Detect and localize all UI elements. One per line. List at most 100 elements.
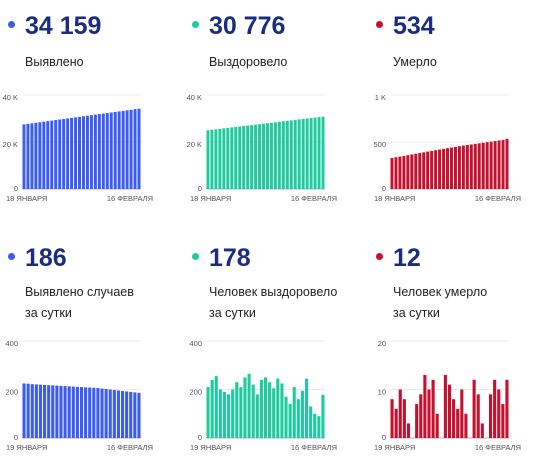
label-line: Человек выздоровело — [209, 285, 338, 299]
chart: 0 10 20 19 ЯНВАРЯ 16 ФЕВРАЛЯ — [374, 339, 521, 452]
bar — [133, 109, 137, 189]
bar — [67, 386, 71, 438]
y-tick-label: 40 K — [3, 93, 18, 102]
bar — [113, 111, 117, 189]
bar — [501, 139, 505, 189]
y-tick-label: 0 — [14, 184, 18, 193]
bar — [493, 141, 497, 189]
bar — [415, 404, 419, 438]
bar — [402, 155, 406, 189]
headline: 534 — [376, 12, 435, 41]
bar — [493, 379, 497, 438]
bar — [301, 118, 305, 189]
headline-value: 534 — [393, 12, 435, 40]
bar — [58, 119, 62, 189]
bar — [263, 377, 268, 438]
stat-label: Выздоровело — [209, 52, 287, 73]
x-tick-label: 16 ФЕВРАЛЯ — [475, 443, 521, 452]
bar — [288, 404, 292, 438]
bar — [276, 378, 280, 438]
bar — [117, 111, 121, 189]
x-tick-label: 19 ЯНВАРЯ — [374, 443, 415, 452]
y-tick-label: 1 K — [375, 93, 386, 102]
bar — [125, 110, 129, 189]
headline-value: 30 776 — [209, 12, 286, 40]
label-line: Выздоровело — [209, 55, 288, 69]
bar — [137, 392, 141, 438]
bar — [273, 122, 277, 189]
bar — [214, 129, 218, 189]
bar — [43, 384, 47, 438]
bar — [394, 408, 398, 438]
bar — [464, 413, 468, 438]
bar — [321, 116, 325, 189]
bar — [481, 142, 485, 189]
y-tick-label: 0 — [198, 184, 202, 193]
bar — [460, 389, 464, 438]
bar — [419, 394, 423, 438]
bar — [230, 127, 234, 189]
bar — [51, 385, 55, 438]
bar — [125, 391, 129, 438]
bar — [262, 123, 265, 189]
x-tick-label: 16 ФЕВРАЛЯ — [475, 194, 521, 203]
y-tick-label: 20 — [378, 339, 386, 348]
bar — [277, 121, 281, 189]
bar — [22, 383, 26, 438]
y-tick-label: 500 — [373, 140, 386, 149]
bar — [296, 399, 300, 438]
bar — [258, 124, 262, 189]
chart: 0 500 1 K 18 ЯНВАРЯ 16 ФЕВРАЛЯ — [373, 93, 521, 203]
bar — [418, 152, 422, 189]
bar — [108, 389, 112, 438]
bar — [305, 118, 309, 189]
bar — [280, 383, 284, 438]
bar — [446, 148, 449, 189]
bar — [477, 143, 481, 189]
bar — [47, 385, 51, 438]
bar — [93, 114, 97, 189]
bar — [300, 390, 304, 438]
y-tick-label: 20 K — [3, 140, 18, 149]
stat-label: Умерло — [393, 52, 437, 73]
bar — [50, 120, 54, 189]
bar — [112, 389, 116, 438]
bar — [317, 416, 321, 438]
x-tick-label: 18 ЯНВАРЯ — [6, 194, 47, 203]
bar — [431, 379, 435, 438]
bar — [38, 122, 42, 189]
bar — [227, 394, 231, 438]
headline: 12 — [376, 244, 421, 273]
bar — [398, 156, 402, 189]
bar — [281, 121, 285, 189]
bar — [488, 394, 493, 438]
stat-label: Выявлено случаев за сутки — [25, 282, 134, 324]
bar — [235, 382, 239, 438]
bar — [22, 124, 26, 189]
dot — [192, 252, 199, 260]
x-tick-label: 16 ФЕВРАЛЯ — [291, 194, 337, 203]
bar — [66, 118, 70, 189]
headline: 186 — [8, 244, 67, 273]
stat-label: Человек выздоровело за сутки — [209, 282, 337, 324]
bar — [92, 387, 96, 438]
bar — [289, 120, 293, 189]
bar — [34, 384, 38, 438]
bar — [497, 389, 501, 438]
bar — [137, 108, 141, 189]
chart: 0 200 400 19 ЯНВАРЯ 16 ФЕВРАЛЯ — [5, 339, 153, 452]
headline: 178 — [192, 244, 251, 273]
bar — [105, 113, 109, 189]
y-tick-label: 0 — [14, 433, 18, 442]
bar — [218, 389, 222, 438]
x-tick-label: 18 ЯНВАРЯ — [374, 194, 415, 203]
stat-label: Выявлено — [25, 52, 84, 73]
dot — [8, 252, 15, 260]
x-tick-label: 16 ФЕВРАЛЯ — [107, 194, 153, 203]
label-line: Человек умерло — [393, 285, 488, 299]
bar — [472, 379, 476, 438]
bar — [269, 122, 273, 189]
bar — [238, 126, 242, 189]
bar — [46, 121, 50, 189]
label-line: Выявлено случаев — [25, 285, 134, 299]
